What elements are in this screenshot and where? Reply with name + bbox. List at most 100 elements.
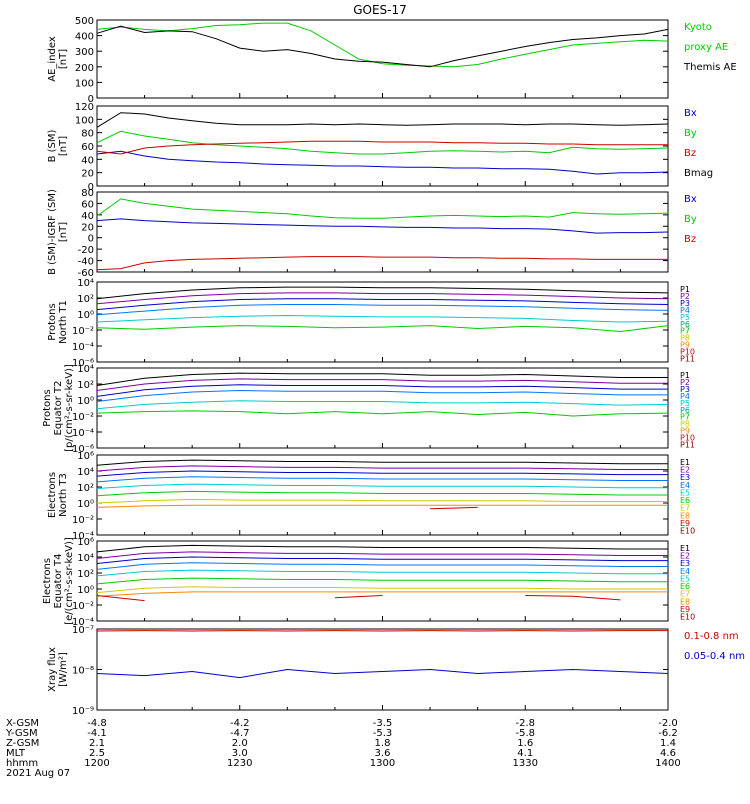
y-tick-label: 10⁻⁷ (72, 625, 94, 636)
chart-title: GOES-17 (353, 3, 407, 17)
panel-frame (97, 106, 668, 186)
y-tick-label: 10⁻² (72, 412, 94, 423)
y-tick-label: 200 (75, 63, 94, 74)
y-tick-label: 40 (81, 155, 94, 166)
legend-item: Bmag (684, 168, 713, 179)
x-row-label: 2021 Aug 07 (6, 768, 70, 779)
x-tick-label: 1330 (513, 758, 538, 769)
y-tick-label: 100 (75, 115, 94, 126)
y-tick-label: 10⁻⁹ (72, 706, 94, 717)
y-tick-label: -40 (78, 257, 94, 268)
legend-item: Bx (684, 194, 697, 205)
y-tick-label: 500 (75, 16, 94, 27)
series-line (97, 26, 668, 67)
y-axis-label: [e/(cm²-s-sr-keV)] (64, 537, 75, 625)
y-tick-label: 10⁰ (77, 396, 94, 407)
series-line (97, 401, 668, 409)
y-tick-label: 0 (88, 234, 94, 245)
legend-item: proxy AE (684, 42, 728, 53)
legend-item: E10 (680, 613, 695, 622)
x-tick-label: 1200 (84, 758, 109, 769)
legend-item: 0.05-0.4 nm (684, 651, 745, 662)
legend-item: P11 (680, 441, 695, 450)
y-tick-label: 300 (75, 47, 94, 58)
y-tick-label: 10⁰ (77, 585, 94, 596)
legend-item: P11 (680, 355, 695, 364)
series-line (97, 326, 668, 332)
series-line (97, 578, 668, 584)
y-axis-label: [nT] (58, 49, 69, 69)
y-axis-label: B (SM)-IGRF (SM) (47, 189, 58, 275)
y-tick-label: 10⁻² (72, 326, 94, 337)
legend-item: 0.1-0.8 nm (684, 631, 739, 642)
y-tick-label: 10⁻² (72, 601, 94, 612)
series-line (97, 557, 668, 564)
y-tick-label: 10⁶ (77, 451, 94, 462)
y-tick-label: 40 (81, 211, 94, 222)
y-tick-label: 120 (75, 102, 94, 113)
y-axis-label: Equator T4 (53, 554, 64, 609)
y-axis-label: [nT] (58, 136, 69, 156)
legend-item: Bz (684, 234, 696, 245)
y-tick-label: 10² (77, 380, 94, 391)
series-line (97, 316, 668, 323)
series-line (430, 507, 573, 509)
series-line (97, 484, 668, 488)
series-line (97, 151, 668, 174)
series-line (97, 491, 668, 495)
panel-frame (97, 455, 668, 535)
series-line (97, 379, 668, 391)
y-tick-label: 60 (81, 142, 94, 153)
x-tick-label: 1300 (370, 758, 395, 769)
y-axis-label: B (SM) (47, 129, 58, 162)
legend-item: Themis AE (683, 62, 737, 73)
y-tick-label: 60 (81, 199, 94, 210)
y-tick-label: 10⁻² (72, 515, 94, 526)
y-axis-label: Protons (47, 303, 58, 340)
series-line (97, 391, 668, 402)
series-line (97, 505, 668, 507)
y-tick-label: 10⁴ (77, 278, 94, 289)
series-line (97, 23, 668, 67)
y-tick-label: 10⁻⁴ (72, 342, 94, 353)
series-line (97, 570, 668, 576)
y-tick-label: 10² (77, 294, 94, 305)
y-tick-label: 10⁰ (77, 499, 94, 510)
series-line (97, 477, 668, 482)
y-axis-label: Electrons (42, 558, 53, 604)
y-axis-label: North T3 (58, 473, 69, 517)
y-tick-label: -20 (78, 245, 94, 256)
y-tick-label: 20 (81, 169, 94, 180)
y-tick-label: 80 (81, 188, 94, 199)
series-line (97, 563, 668, 570)
series-line (97, 466, 668, 471)
legend-item: Kyoto (684, 22, 712, 33)
series-line (97, 305, 668, 315)
x-tick-label: 1400 (655, 758, 680, 769)
series-line (97, 460, 668, 465)
series-line (97, 545, 668, 552)
y-tick-label: 80 (81, 129, 94, 140)
y-tick-label: 10⁰ (77, 310, 94, 321)
series-line (97, 670, 668, 678)
y-axis-label: [nT] (58, 222, 69, 242)
y-tick-label: 10² (77, 483, 94, 494)
y-tick-label: 10⁴ (77, 364, 94, 375)
legend-item: E10 (680, 527, 695, 536)
series-line (97, 219, 668, 233)
series-line (97, 499, 668, 503)
series-line (97, 596, 620, 601)
x-tick-label: 1230 (227, 758, 252, 769)
y-tick-label: 20 (81, 222, 94, 233)
series-line (97, 131, 668, 154)
series-line (97, 113, 668, 128)
series-line (97, 411, 668, 416)
